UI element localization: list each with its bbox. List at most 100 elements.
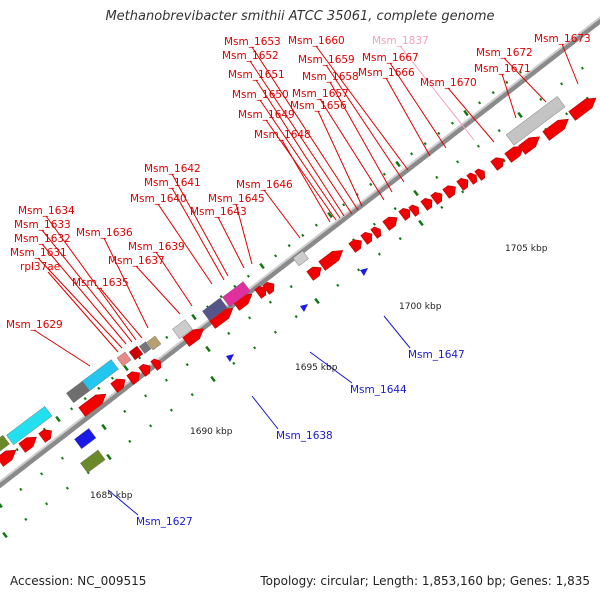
gene-label[interactable]: Msm_1636 [76, 227, 133, 239]
leader-line [389, 62, 447, 149]
tick-mark [70, 407, 74, 411]
gene-label[interactable]: Msm_1837 [372, 35, 429, 47]
gene-label[interactable]: Msm_1637 [108, 255, 165, 267]
tick-mark [128, 439, 132, 443]
gene-label[interactable]: Msm_1639 [128, 241, 185, 253]
gene-block-blue [74, 428, 97, 450]
tick-mark [440, 205, 444, 209]
forward-gene-arrow [150, 358, 162, 371]
gene-label[interactable]: Msm_1670 [420, 77, 477, 89]
gene-label[interactable]: Msm_1673 [534, 33, 591, 45]
leader-line [41, 229, 133, 343]
leader-line [107, 489, 139, 516]
tick-mark [294, 315, 298, 319]
forward-gene-arrow [542, 118, 569, 141]
gene-label[interactable]: Msm_1634 [18, 205, 75, 217]
gene-label[interactable]: Msm_1631 [10, 247, 67, 259]
tick-mark [301, 233, 305, 237]
leader-line [135, 265, 181, 315]
gene-block-lightgray [505, 96, 566, 146]
forward-gene-arrow [568, 97, 597, 121]
leader-line [251, 46, 359, 211]
gene-label[interactable]: Msm_1627 [136, 516, 193, 528]
gene-label[interactable]: Msm_1647 [408, 349, 465, 361]
tick-mark [219, 295, 223, 299]
gene-label[interactable]: Msm_1651 [228, 69, 285, 81]
leader-line [315, 45, 409, 171]
tick-mark [539, 97, 543, 102]
leader-line [251, 395, 279, 430]
gene-label[interactable]: Msm_1644 [350, 384, 407, 396]
gene-label[interactable]: Msm_1629 [6, 319, 63, 331]
leader-line [157, 203, 213, 285]
forward-gene-arrow [254, 286, 267, 299]
tick-mark [377, 252, 381, 256]
gene-label[interactable]: rpl37ae [20, 261, 60, 273]
forward-gene-arrow [0, 449, 17, 467]
gene-label[interactable]: Msm_1635 [72, 277, 129, 289]
forward-gene-arrow [348, 239, 362, 253]
gene-label[interactable]: Msm_1649 [238, 109, 295, 121]
tick-mark [248, 316, 252, 320]
gene-block-indigo [202, 297, 228, 322]
gene-block-pink [116, 351, 132, 367]
tick-mark [110, 376, 114, 380]
gene-label[interactable]: Msm_1652 [222, 50, 279, 62]
gene-label[interactable]: Msm_1642 [144, 163, 201, 175]
gene-label[interactable]: Msm_1640 [130, 193, 187, 205]
leader-line [255, 79, 345, 217]
gene-label[interactable]: Msm_1658 [302, 71, 359, 83]
gene-label[interactable]: Msm_1638 [276, 430, 333, 442]
gene-label[interactable]: Msm_1656 [290, 100, 347, 112]
forward-gene-arrow [408, 204, 420, 217]
tick-mark [357, 268, 361, 272]
leader-line [265, 119, 337, 221]
tick-mark [435, 175, 439, 179]
leader-line [501, 73, 517, 119]
genome-summary-text: Topology: circular; Length: 1,853,160 bp… [260, 574, 590, 588]
forward-gene-arrow [138, 364, 151, 377]
gene-label[interactable]: Msm_1672 [476, 47, 533, 59]
tick-mark [393, 207, 397, 211]
tick-mark [342, 203, 346, 207]
gene-label[interactable]: Msm_1667 [362, 52, 419, 64]
gene-label[interactable]: Msm_1641 [144, 177, 201, 189]
tick-mark [395, 160, 401, 168]
gene-label[interactable]: Msm_1666 [358, 67, 415, 79]
gene-label[interactable]: Msm_1633 [14, 219, 71, 231]
gene-label[interactable]: Msm_1671 [474, 63, 531, 75]
tick-mark [205, 345, 211, 353]
forward-gene-arrow [182, 328, 204, 347]
tick-mark [55, 415, 61, 423]
tick-mark [287, 244, 291, 248]
leader-line [217, 216, 245, 269]
gene-label[interactable]: Msm_1650 [232, 89, 289, 101]
tick-mark [437, 131, 441, 135]
gene-block-cyan [6, 406, 53, 446]
gene-block-magenta [222, 281, 251, 308]
tick-mark [24, 517, 28, 522]
gene-label[interactable]: Msm_1653 [224, 36, 281, 48]
forward-gene-arrow [110, 378, 126, 393]
gene-label[interactable]: Msm_1659 [298, 54, 355, 66]
forward-gene-arrow [466, 172, 478, 185]
leader-line [249, 60, 353, 215]
tick-marks [0, 66, 589, 539]
gene-block-lightgray [292, 250, 309, 267]
gene-block-lightgray [172, 319, 193, 340]
gene-label[interactable]: Msm_1660 [288, 35, 345, 47]
gene-label[interactable]: Msm_1632 [14, 233, 71, 245]
gene-label[interactable]: Msm_1648 [254, 129, 311, 141]
tick-mark [123, 409, 127, 413]
scale-label: 1690 kbp [190, 427, 233, 437]
leader-line [319, 98, 385, 201]
gene-label[interactable]: Msm_1645 [208, 193, 265, 205]
gene-label[interactable]: Msm_1646 [236, 179, 293, 191]
gene-label[interactable]: Msm_1643 [190, 206, 247, 218]
tick-mark [274, 254, 278, 258]
forward-gene-arrow [78, 393, 107, 417]
reverse-gene-mark [360, 268, 368, 276]
gene-label[interactable]: Msm_1657 [292, 88, 349, 100]
label-leader-lines [33, 43, 579, 516]
